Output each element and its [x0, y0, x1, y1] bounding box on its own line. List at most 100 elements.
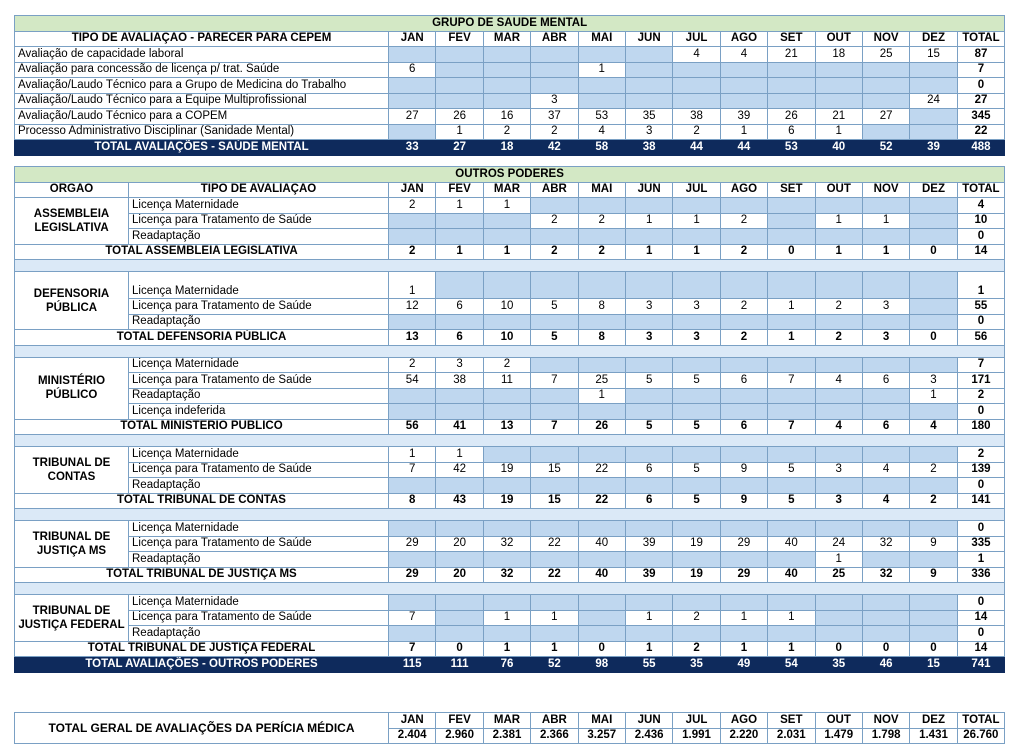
value-cell	[909, 271, 958, 299]
value-cell: 11	[482, 372, 532, 389]
value-cell	[814, 520, 863, 537]
month-header-set: SET	[767, 712, 816, 729]
value-cell	[861, 403, 911, 420]
value-cell: 2	[956, 446, 1006, 463]
value-cell	[814, 313, 863, 330]
value-cell	[672, 228, 721, 245]
value-cell	[482, 446, 532, 463]
value-cell	[861, 123, 911, 140]
value-cell	[909, 520, 958, 537]
value-cell	[624, 594, 674, 611]
value-cell	[767, 625, 816, 642]
value-cell	[387, 551, 437, 568]
grand-total-value: 1.431	[909, 727, 958, 744]
value-cell: 1	[577, 387, 626, 404]
value-cell	[719, 403, 769, 420]
value-cell	[861, 313, 911, 330]
value-cell: 29	[387, 566, 437, 583]
value-cell	[530, 551, 579, 568]
table-row: TRIBUNAL DE JUSTIÇA MS Licença Maternidad…	[14, 520, 1006, 568]
value-cell	[435, 228, 484, 245]
value-cell	[814, 477, 863, 494]
value-cell: 0	[767, 243, 816, 260]
value-cell	[624, 46, 674, 63]
value-cell: 2	[577, 212, 626, 229]
month-header-fev: FEV	[435, 30, 484, 47]
table-row: Avaliação/Laudo Técnico para a Grupo de …	[14, 77, 1006, 94]
value-cell: 29	[387, 535, 437, 552]
value-cell	[719, 477, 769, 494]
value-cell: 26	[767, 108, 816, 125]
row-label: Licença Maternidade	[128, 356, 389, 373]
value-cell: 4	[861, 461, 911, 478]
value-cell	[387, 46, 437, 63]
total-geral-table: TOTAL GERAL DE AVALIAÇÕES DA PERÍCIA MÉD…	[14, 712, 1006, 744]
value-cell: 2	[672, 123, 721, 140]
value-cell: 2	[482, 356, 532, 373]
value-cell	[719, 625, 769, 642]
value-cell: 1	[767, 640, 816, 657]
value-cell	[719, 77, 769, 94]
value-cell: 53	[577, 108, 626, 125]
value-cell	[767, 446, 816, 463]
value-cell	[767, 551, 816, 568]
month-header-abr: ABR	[530, 181, 579, 198]
value-cell: 6	[387, 61, 437, 78]
value-cell: 741	[956, 656, 1006, 673]
value-cell: 1	[767, 298, 816, 315]
section-title-row: GRUPO DE SAUDE MENTAL	[13, 15, 1006, 32]
value-cell: 1	[482, 197, 532, 214]
value-cell: 7	[387, 640, 437, 657]
value-cell: 2	[719, 212, 769, 229]
value-cell: 2	[719, 243, 769, 260]
value-cell	[387, 228, 437, 245]
value-cell	[861, 477, 911, 494]
value-cell	[530, 403, 579, 420]
value-cell: 19	[672, 535, 721, 552]
value-cell	[719, 446, 769, 463]
month-header-mai: MAI	[577, 181, 626, 198]
month-header-mai: MAI	[577, 712, 626, 729]
value-cell: 6	[719, 372, 769, 389]
value-cell	[435, 46, 484, 63]
value-cell: 42	[530, 139, 579, 156]
row-label: Licença para Tratamento de Saúde	[128, 372, 389, 389]
value-cell	[530, 520, 579, 537]
grand-total-value: 2.404	[387, 727, 437, 744]
value-cell: 2	[530, 212, 579, 229]
value-cell: 1	[577, 61, 626, 78]
value-cell: 27	[861, 108, 911, 125]
value-cell	[482, 77, 532, 94]
value-cell	[861, 625, 911, 642]
table-row: Readaptação 0	[15, 313, 1006, 330]
value-cell: 7	[767, 418, 816, 435]
value-cell	[767, 403, 816, 420]
grand-total-value: 1.479	[814, 727, 863, 744]
month-header-abr: ABR	[530, 30, 579, 47]
table-row: Readaptação 0	[15, 625, 1006, 642]
value-cell: 4	[577, 123, 626, 140]
value-cell: 40	[767, 566, 816, 583]
month-header-fev: FEV	[435, 181, 484, 198]
separator-row	[13, 582, 1006, 595]
value-cell: 2	[814, 329, 863, 346]
value-cell: 1	[861, 212, 911, 229]
value-cell	[482, 551, 532, 568]
value-cell: 1	[387, 271, 437, 299]
value-cell	[624, 228, 674, 245]
row-label: Licença indeferida	[128, 403, 389, 420]
row-label: Processo Administrativo Disciplinar (San…	[14, 123, 389, 140]
value-cell: 4	[956, 197, 1006, 214]
value-cell: 4	[909, 418, 958, 435]
value-cell: 29	[719, 535, 769, 552]
row-label: Readaptação	[128, 551, 389, 568]
value-cell	[672, 551, 721, 568]
grand-total-value: 2.220	[719, 727, 769, 744]
value-cell: 3	[530, 92, 579, 109]
value-cell: 33	[387, 139, 437, 156]
month-header-ago: AGO	[719, 712, 769, 729]
value-cell: 1	[956, 551, 1006, 568]
value-cell: 40	[577, 566, 626, 583]
value-cell	[577, 594, 626, 611]
value-cell: 3	[861, 298, 911, 315]
